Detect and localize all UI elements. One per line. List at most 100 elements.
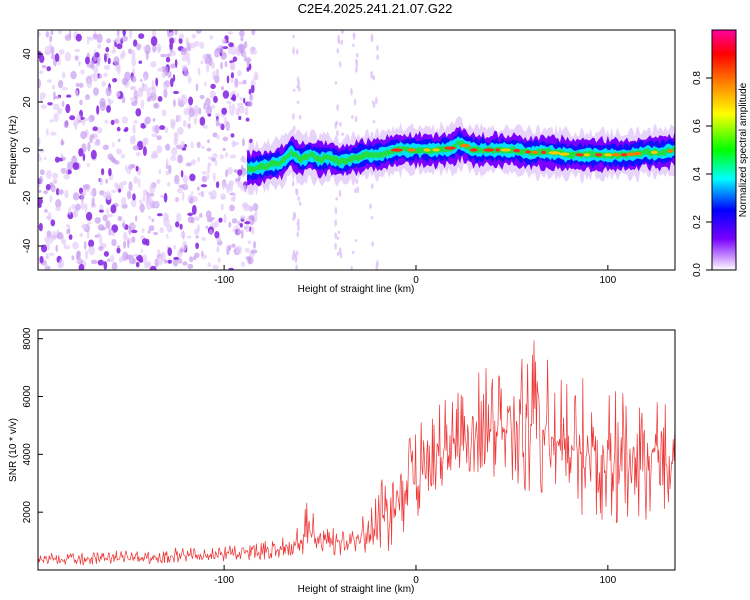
noise-blob	[223, 213, 227, 224]
snr-panel: -100 0 100 2000 4000 6000 8000 Height of stra…	[8, 327, 676, 595]
noise-blob	[295, 264, 298, 270]
noise-blob	[224, 60, 228, 68]
noise-blob	[130, 86, 135, 91]
noise-blob	[78, 60, 81, 67]
y-tick-label: -40	[22, 238, 33, 253]
noise-blob	[137, 88, 144, 98]
noise-blob	[66, 228, 71, 235]
noise-blob	[295, 188, 298, 194]
noise-blob	[187, 263, 194, 269]
noise-blob	[354, 115, 358, 123]
noise-blob	[107, 97, 111, 103]
noise-blob	[79, 99, 83, 106]
noise-blob	[153, 231, 159, 236]
noise-blob	[297, 224, 300, 232]
noise-blob	[92, 33, 98, 40]
noise-blob	[140, 79, 143, 82]
noise-blob	[217, 257, 221, 264]
noise-blob	[117, 138, 121, 142]
noise-blob	[148, 87, 156, 91]
noise-blob	[336, 104, 339, 111]
noise-blob	[147, 230, 151, 234]
noise-blob	[179, 33, 185, 40]
noise-blob	[158, 169, 162, 175]
noise-blob	[74, 123, 78, 131]
noise-blob	[43, 156, 47, 161]
noise-blob	[176, 188, 183, 194]
noise-blob	[209, 195, 216, 200]
noise-blob	[128, 164, 134, 170]
noise-blob	[62, 156, 66, 161]
noise-blob	[55, 206, 61, 212]
noise-blob	[250, 249, 258, 254]
noise-blob	[94, 52, 100, 58]
noise-blob	[221, 86, 224, 91]
noise-blob	[72, 241, 79, 250]
noise-blob	[351, 114, 354, 120]
noise-blob	[97, 259, 105, 266]
noise-blob	[38, 222, 43, 232]
noise-blob	[245, 117, 250, 122]
noise-blob	[189, 173, 196, 182]
noise-blob	[231, 103, 236, 112]
noise-blob	[292, 46, 295, 55]
noise-blob	[85, 94, 90, 101]
noise-blob	[131, 236, 136, 244]
noise-blob	[83, 240, 87, 250]
noise-blob	[334, 219, 338, 227]
noise-blob	[55, 244, 58, 253]
noise-blob	[86, 35, 90, 45]
noise-blob	[129, 135, 136, 145]
noise-blob	[352, 43, 355, 48]
noise-blob	[222, 46, 229, 50]
noise-blob	[106, 208, 109, 215]
noise-blob	[198, 107, 202, 115]
noise-blob	[191, 204, 197, 215]
noise-blob	[106, 258, 111, 262]
noise-blob	[231, 243, 236, 248]
noise-blob	[98, 245, 104, 251]
noise-blob	[79, 232, 83, 238]
noise-blob	[121, 181, 128, 186]
noise-blob	[150, 36, 158, 47]
noise-blob	[142, 189, 148, 196]
noise-blob	[203, 102, 207, 110]
noise-blob	[156, 43, 162, 52]
noise-blob	[47, 212, 52, 222]
noise-blob	[205, 210, 212, 219]
noise-blob	[296, 100, 300, 105]
noise-blob	[195, 242, 200, 250]
noise-blob	[172, 74, 176, 82]
noise-blob	[75, 33, 82, 42]
noise-blob	[226, 185, 230, 194]
noise-blob	[210, 83, 216, 89]
noise-blob	[128, 254, 135, 265]
noise-blob	[187, 216, 193, 224]
noise-blob	[188, 107, 195, 118]
noise-blob	[82, 188, 87, 197]
noise-blob	[228, 42, 234, 48]
noise-blob	[339, 121, 342, 127]
noise-blob	[370, 74, 374, 79]
noise-blob	[68, 234, 73, 240]
noise-blob	[228, 267, 235, 270]
noise-blob	[130, 75, 137, 83]
noise-blob	[44, 51, 51, 55]
noise-blob	[48, 235, 54, 244]
noise-blob	[295, 49, 299, 55]
noise-blob	[88, 36, 94, 41]
noise-blob	[96, 127, 103, 134]
noise-blob	[177, 154, 184, 164]
noise-blob	[117, 215, 123, 222]
noise-blob	[214, 231, 220, 239]
noise-blob	[138, 60, 143, 64]
noise-blob	[135, 165, 139, 172]
noise-blob	[74, 48, 80, 53]
noise-blob	[66, 94, 72, 98]
noise-blob	[102, 191, 107, 199]
noise-blob	[38, 198, 43, 205]
noise-blob	[71, 255, 75, 261]
noise-blob	[336, 236, 340, 240]
noise-blob	[243, 41, 248, 49]
noise-blob	[59, 258, 64, 269]
